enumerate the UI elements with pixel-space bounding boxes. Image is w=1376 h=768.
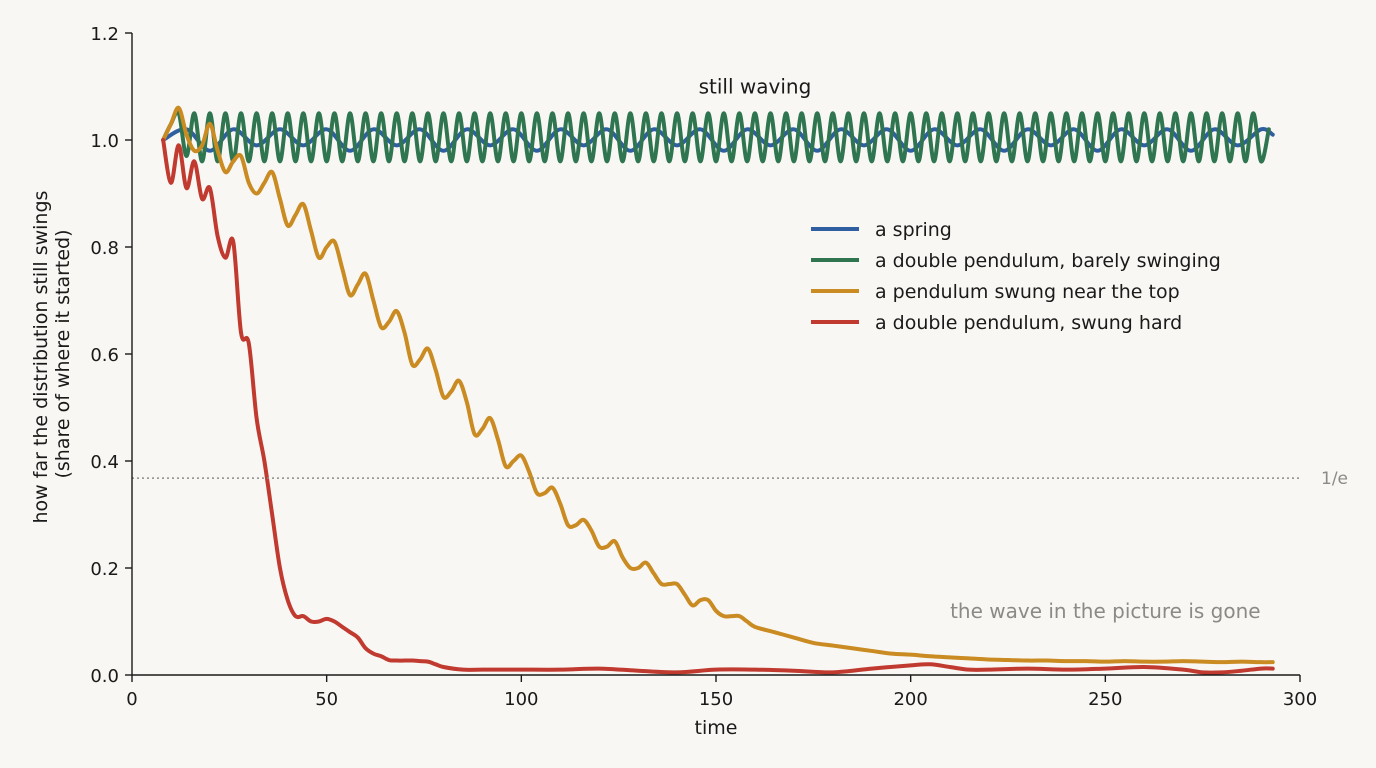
annotations: still waving the wave in the picture is g… [699,75,1261,623]
series-line-2 [161,109,1271,164]
y-tick-label: 0.8 [90,238,119,259]
series-line-4 [161,138,1275,675]
x-tick-label: 250 [1088,689,1122,710]
y-tick-label: 1.2 [90,24,119,45]
y-tick-label: 0.6 [90,345,119,366]
legend: a spring a double pendulum, barely swingi… [811,219,1221,334]
y-axis-label: how far the distribution still swings (s… [30,185,74,524]
x-tick-label: 100 [504,689,538,710]
y-tick-label: 0.2 [90,559,119,580]
plot-lines [161,105,1275,675]
x-tick-label: 300 [1283,689,1317,710]
y-axis-label-line-2: (share of where it started) [52,229,74,478]
x-tick-label: 200 [893,689,927,710]
series-line-1 [161,127,1275,153]
annotation-2: the wave in the picture is gone [950,599,1261,623]
reference-line-label: 1/e [1321,469,1348,489]
y-tick-label: 0.0 [90,666,119,687]
x-tick-label: 0 [126,689,137,710]
legend-label-1: a spring [875,219,952,241]
ticks: 0 50 100 150 200 250 300 0.0 0.2 0.4 0.6 0.8 1.0 1.2 [90,24,1317,710]
y-tick-label: 1.0 [90,131,119,152]
legend-label-2: a double pendulum, barely swinging [875,250,1221,272]
legend-label-3: a pendulum swung near the top [875,281,1180,303]
x-tick-label: 150 [699,689,733,710]
x-tick-label: 50 [315,689,338,710]
y-tick-label: 0.4 [90,452,119,473]
x-axis-label: time [695,717,738,739]
y-axis-label-line-1: how far the distribution still swings [30,191,52,524]
series-line-3 [161,105,1275,665]
annotation-1: still waving [699,75,812,99]
legend-label-4: a double pendulum, swung hard [875,312,1182,334]
